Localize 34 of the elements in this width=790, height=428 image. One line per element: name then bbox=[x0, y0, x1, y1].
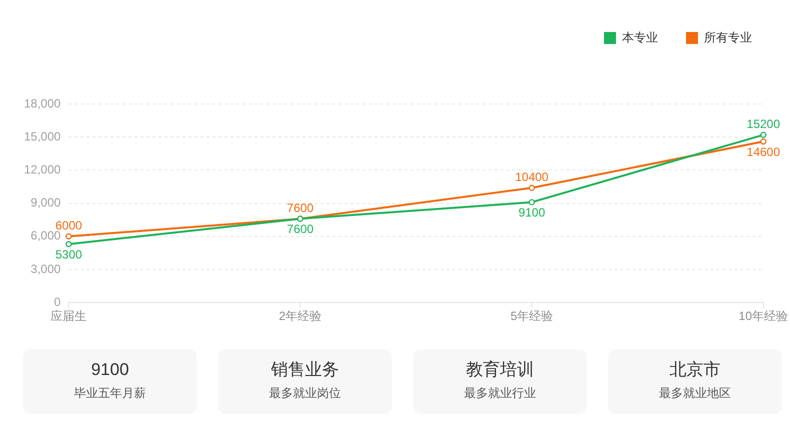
text: 毕业五年月薪 bbox=[73, 385, 147, 401]
legend-label: 本专业 bbox=[622, 30, 658, 44]
data-label: 14600 bbox=[746, 144, 780, 159]
data-label: 5300 bbox=[55, 247, 82, 262]
data-label: 7600 bbox=[286, 222, 314, 236]
point bbox=[66, 241, 72, 248]
text: 9100 bbox=[90, 359, 130, 381]
y-tick-label: 6,000 bbox=[30, 228, 62, 243]
point bbox=[760, 132, 766, 138]
text: 最多就业行业 bbox=[463, 385, 537, 401]
point bbox=[66, 233, 72, 240]
y-tick-label: 18,000 bbox=[24, 96, 62, 110]
y-tick-label: 9,000 bbox=[30, 196, 62, 210]
y-tick-label: 0 bbox=[54, 294, 62, 309]
x-tick-label: 10年经验 bbox=[738, 309, 788, 324]
x-tick-label: 应届生 bbox=[50, 309, 87, 324]
text: 教育培训 bbox=[465, 359, 535, 381]
data-label: 7600 bbox=[286, 201, 314, 216]
point bbox=[528, 184, 535, 191]
text: 北京市 bbox=[668, 359, 722, 381]
text: 最多就业地区 bbox=[658, 385, 732, 401]
text: 销售业务 bbox=[270, 359, 340, 381]
x-tick-label: 5年经验 bbox=[510, 309, 554, 324]
legend-label: 所有专业 bbox=[704, 30, 752, 44]
text: 最多就业岗位 bbox=[268, 385, 342, 401]
data-label: 10400 bbox=[515, 170, 549, 184]
data-label: 9100 bbox=[518, 206, 546, 220]
y-tick-label: 12,000 bbox=[24, 162, 62, 177]
point bbox=[528, 199, 535, 206]
y-tick-label: 15,000 bbox=[24, 129, 62, 144]
data-label: 15200 bbox=[746, 117, 780, 132]
point bbox=[760, 138, 766, 145]
x-tick-label: 2年经验 bbox=[278, 309, 322, 324]
y-tick-label: 3,000 bbox=[30, 262, 62, 276]
